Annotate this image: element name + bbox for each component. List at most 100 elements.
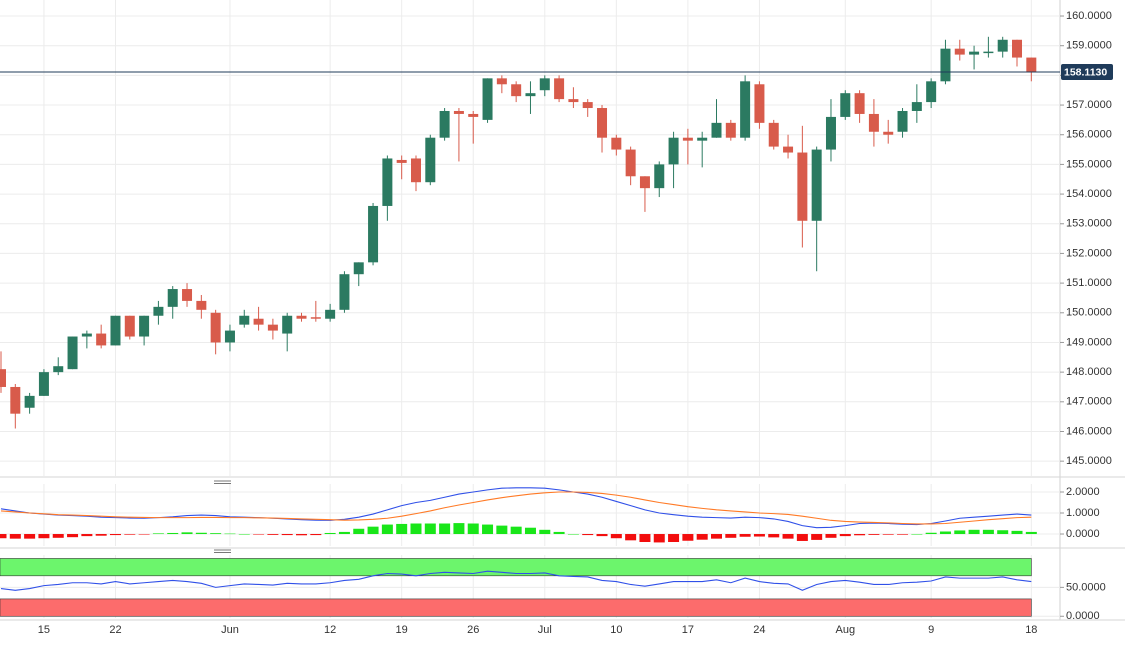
x-tick-label: 9 [928, 624, 934, 636]
candle-body [282, 315, 293, 334]
x-tick-label: Aug [836, 624, 856, 636]
histogram-bar [353, 528, 365, 535]
candle-body [210, 312, 221, 343]
candle-body [854, 93, 865, 114]
histogram-bar [410, 523, 422, 535]
y-tick-label: 159.0000 [1066, 40, 1112, 52]
candle-body [425, 137, 436, 183]
candle-body [410, 158, 421, 183]
candle-body [110, 315, 121, 346]
candle-body [496, 78, 507, 85]
histogram-bar [596, 534, 608, 537]
candle-body [24, 395, 35, 408]
candle-body [969, 51, 980, 55]
candle-body [697, 137, 708, 141]
histogram-bar [668, 534, 680, 543]
x-tick-label: 24 [753, 624, 765, 636]
candle-body [239, 315, 250, 325]
candle-body [725, 122, 736, 138]
candle-body [53, 366, 64, 373]
candle-body [182, 289, 193, 301]
histogram-bar [338, 531, 350, 535]
histogram-bar [882, 534, 894, 535]
histogram-bar [109, 534, 121, 536]
histogram-bar [968, 529, 980, 535]
candle-body [167, 289, 178, 307]
y-tick-label: 150.0000 [1066, 307, 1112, 319]
y-tick-label: 0.0000 [1066, 610, 1100, 622]
indicator-line [0, 570, 1032, 591]
candle-body [811, 149, 822, 221]
y-tick-label: 157.0000 [1066, 99, 1112, 111]
candle-body [711, 122, 722, 138]
histogram-bar [825, 534, 837, 538]
histogram-bar [152, 533, 164, 535]
histogram-bar [854, 534, 866, 536]
candle-body [654, 164, 665, 189]
candle-body [124, 315, 135, 337]
candle-body [368, 205, 379, 263]
candle-body [0, 369, 6, 387]
candle-body [897, 110, 908, 132]
histogram-bar [324, 532, 336, 535]
candle-body [926, 81, 937, 103]
histogram-bar [38, 534, 50, 539]
candle-body [825, 116, 836, 150]
y-tick-label: 1.0000 [1066, 507, 1100, 519]
y-tick-label: 2.0000 [1066, 486, 1100, 498]
histogram-bar [553, 531, 565, 535]
histogram-bar [1025, 531, 1037, 535]
histogram-bar [482, 524, 494, 535]
histogram-bar [296, 534, 308, 536]
histogram-bar [138, 534, 150, 535]
candle-body [668, 137, 679, 165]
histogram-bar [997, 530, 1009, 535]
candle-body [253, 318, 264, 325]
y-tick-label: 0.0000 [1066, 528, 1100, 540]
histogram-bar [811, 534, 823, 540]
candle-body [196, 300, 207, 310]
histogram-bar [510, 526, 522, 535]
y-tick-label: 155.0000 [1066, 158, 1112, 170]
candle-body [339, 274, 350, 310]
histogram-bar [267, 534, 279, 535]
candle-body [997, 39, 1008, 52]
histogram-bar [67, 534, 79, 538]
y-tick-label: 146.0000 [1066, 425, 1112, 437]
candle-body [940, 48, 951, 82]
x-tick-label: Jun [221, 624, 239, 636]
histogram-bar [52, 534, 64, 538]
candle-body [639, 176, 650, 189]
histogram-bar [95, 534, 107, 536]
candle-body [883, 131, 894, 135]
histogram-bar [982, 529, 994, 535]
resize-handle[interactable] [214, 480, 231, 553]
y-tick-label: 154.0000 [1066, 188, 1112, 200]
candle-body [153, 306, 164, 316]
candle-body [382, 158, 393, 206]
last-price-label: 158.1130 [1064, 66, 1107, 78]
candle-body [525, 93, 536, 97]
histogram-bar [195, 532, 207, 535]
candle-body [625, 149, 636, 177]
candle-body [682, 137, 693, 141]
histogram-bar [310, 534, 322, 536]
candle-body [96, 333, 107, 346]
y-tick-label: 152.0000 [1066, 247, 1112, 259]
histogram-bar [238, 534, 250, 535]
histogram-bar [696, 534, 708, 540]
candle-body [582, 102, 593, 109]
histogram-bar [1011, 530, 1023, 535]
histogram-bar [868, 534, 880, 535]
candle-body [597, 108, 608, 138]
candle-body [1026, 57, 1037, 73]
candle-body [1012, 39, 1023, 58]
histogram-bar [253, 534, 265, 535]
histogram-bar [954, 530, 966, 535]
candle-body [797, 152, 808, 221]
candle-body [139, 315, 150, 337]
histogram-bar [639, 534, 651, 543]
histogram-bar [124, 534, 136, 535]
candle-body [740, 81, 751, 138]
